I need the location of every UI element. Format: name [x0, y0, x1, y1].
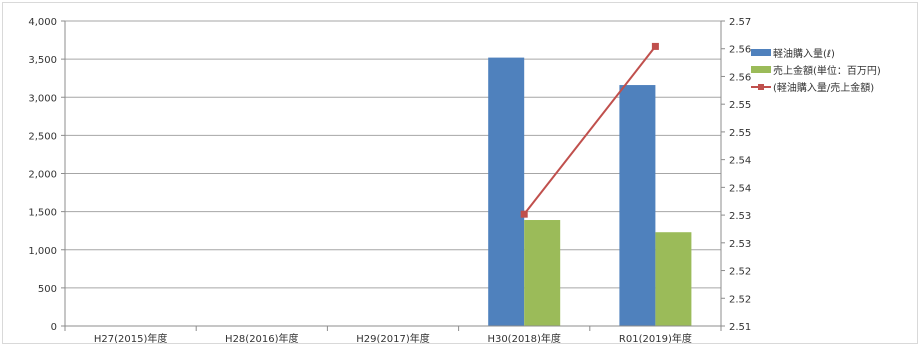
y-left-tick-label: 0 — [51, 322, 57, 333]
series-line — [523, 45, 657, 215]
y-right-tick-label: 2.54 — [729, 183, 751, 194]
legend-label: 軽油購入量(ℓ) — [773, 47, 835, 60]
bar — [488, 57, 525, 326]
y-left-tick-label: 4,000 — [28, 17, 57, 28]
x-tick-label: H27(2015)年度 — [94, 332, 168, 343]
y-right-tick-label: 2.51 — [729, 322, 751, 333]
legend-swatch — [751, 66, 771, 73]
y-right-tick-label: 2.53 — [729, 239, 751, 250]
legend-label: (軽油購入量/売上金額) — [773, 81, 874, 94]
y-right-tick-label: 2.57 — [729, 17, 751, 28]
line-point — [651, 42, 659, 50]
y-right-tick-label: 2.52 — [729, 267, 751, 278]
y-right-tick-label: 2.56 — [729, 72, 751, 83]
y-right-tick-label: 2.55 — [729, 128, 751, 139]
x-tick-label: H29(2017)年度 — [356, 332, 430, 343]
legend-label: 売上金額(単位：百万円) — [773, 64, 881, 77]
x-tick-label: H30(2018)年度 — [487, 332, 561, 343]
y-left-tick-label: 2,500 — [28, 131, 57, 142]
y-right-tick-label: 2.55 — [729, 100, 751, 111]
y-right-tick-label: 2.56 — [729, 45, 751, 56]
legend-swatch — [751, 49, 771, 56]
bar — [655, 232, 692, 326]
combo-chart: 0 500 1,000 1,500 2,000 2,500 3,000 3,500 4,000 2… — [28, 17, 881, 345]
y-left-tick-label: 3,500 — [28, 55, 57, 66]
x-tick-label: H28(2016)年度 — [225, 332, 299, 343]
x-tick-label: R01(2019)年度 — [619, 332, 692, 343]
y-left-tick-label: 3,000 — [28, 93, 57, 104]
y-right-tick-label: 2.52 — [729, 294, 751, 305]
bar — [619, 85, 656, 326]
legend-swatch-marker — [758, 84, 764, 90]
bar — [524, 220, 561, 326]
y-right-tick-label: 2.54 — [729, 156, 751, 167]
y-left-tick-label: 1,500 — [28, 208, 57, 219]
y-left-tick-label: 500 — [38, 284, 57, 295]
line-point — [520, 210, 528, 218]
y-left-tick-label: 1,000 — [28, 246, 57, 257]
y-right-tick-label: 2.53 — [729, 211, 751, 222]
y-left-tick-label: 2,000 — [28, 170, 57, 181]
